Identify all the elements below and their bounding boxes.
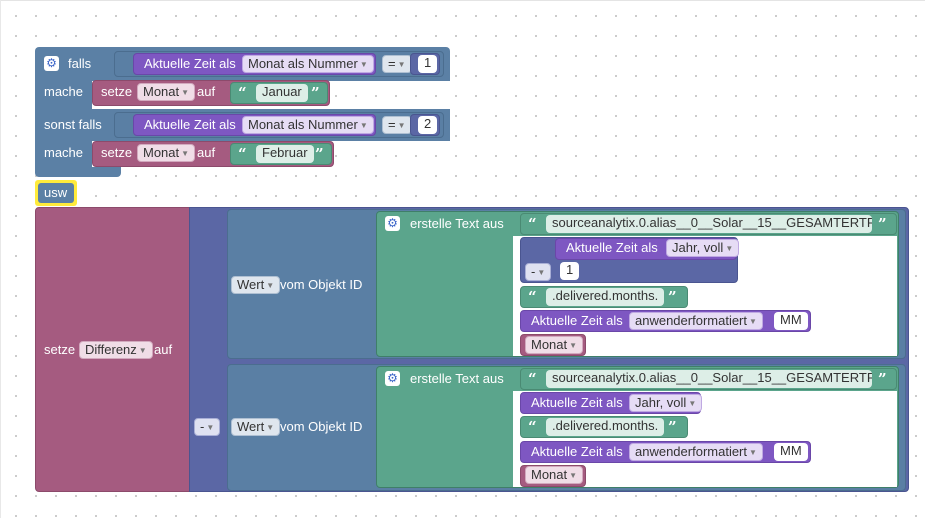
to-label-2: auf [197, 145, 216, 160]
attribute-dropdown-2[interactable]: Wert ▼ [231, 418, 281, 436]
close-quote-icon: ” [878, 215, 887, 233]
variable-get-dropdown-1[interactable]: Monat ▼ [525, 336, 584, 354]
variable-dropdown-differenz[interactable]: Differenz ▼ [79, 341, 153, 359]
elseif-label: sonst falls [44, 117, 102, 132]
close-quote-icon: ” [668, 288, 677, 306]
open-quote-icon: “ [528, 418, 537, 436]
left-border [0, 0, 1, 518]
string-field-2b[interactable]: .delivered.months. [546, 418, 665, 436]
close-quote-icon: ” [878, 370, 887, 388]
format-value-field-2[interactable]: MM [774, 443, 808, 461]
string-field-2a[interactable]: sourceanalytix.0.alias__0__Solar__15__GE… [546, 370, 872, 388]
number-field-1[interactable]: 1 [418, 55, 438, 73]
do-label: mache [44, 84, 84, 99]
if-label: falls [68, 56, 92, 71]
year-label-2: Aktuelle Zeit als [531, 395, 623, 410]
year-label-1: Aktuelle Zeit als [566, 240, 658, 255]
attribute-dropdown-1[interactable]: Wert ▼ [231, 276, 281, 294]
top-border [0, 0, 925, 1]
gear-icon[interactable]: ⚙ [385, 371, 400, 386]
open-quote-icon: “ [528, 215, 537, 233]
text-field-2[interactable]: Februar [256, 145, 314, 163]
variable-get-dropdown-2[interactable]: Monat ▼ [525, 466, 584, 484]
time-label-1: Aktuelle Zeit als [144, 56, 236, 71]
set-label-3: setze [44, 342, 76, 357]
string-field-1a[interactable]: sourceanalytix.0.alias__0__Solar__15__GE… [546, 215, 872, 233]
from-object-label-2: vom Objekt ID [280, 419, 363, 434]
variable-dropdown-1[interactable]: Monat ▼ [137, 83, 196, 101]
create-text-label-2: erstelle Text aus [410, 371, 504, 386]
if-block-bottom [35, 167, 121, 177]
string-field-1b[interactable]: .delivered.months. [546, 288, 665, 306]
time-option-dropdown-2[interactable]: Monat als Nummer ▼ [242, 116, 374, 134]
text-field-1[interactable]: Januar [256, 84, 308, 102]
time-label-2: Aktuelle Zeit als [144, 117, 236, 132]
minus-value-field[interactable]: 1 [560, 262, 580, 280]
to-label-3: auf [154, 342, 173, 357]
format-label-2: Aktuelle Zeit als [531, 444, 623, 459]
open-quote-icon: “ [238, 84, 247, 102]
create-text-label-1: erstelle Text aus [410, 216, 504, 231]
number-field-2[interactable]: 2 [418, 116, 438, 134]
open-quote-icon: “ [528, 370, 537, 388]
minus-operator-dropdown[interactable]: - ▼ [525, 263, 552, 281]
year-option-dropdown-2[interactable]: Jahr, voll ▼ [629, 394, 703, 412]
close-quote-icon: ” [668, 418, 677, 436]
operator-dropdown-1[interactable]: = ▼ [382, 55, 412, 73]
set-label-1: setze [101, 84, 133, 99]
do-row-spine [35, 81, 92, 109]
do-label-2: mache [44, 145, 84, 160]
math-operator-dropdown[interactable]: - ▼ [194, 418, 221, 436]
set-label-2: setze [101, 145, 133, 160]
open-quote-icon: “ [528, 288, 537, 306]
to-label-1: auf [197, 84, 216, 99]
do-row-spine-2 [35, 141, 92, 167]
operator-dropdown-2[interactable]: = ▼ [382, 116, 412, 134]
format-label-1: Aktuelle Zeit als [531, 313, 623, 328]
gear-icon[interactable]: ⚙ [44, 56, 59, 71]
gear-icon[interactable]: ⚙ [385, 216, 400, 231]
time-option-dropdown-1[interactable]: Monat als Nummer ▼ [242, 55, 374, 73]
from-object-label-1: vom Objekt ID [280, 277, 363, 292]
format-option-dropdown-1[interactable]: anwenderformatiert ▼ [629, 312, 763, 330]
format-value-field-1[interactable]: MM [774, 312, 808, 330]
usw-block[interactable] [38, 183, 74, 203]
open-quote-icon: “ [238, 145, 247, 163]
variable-dropdown-2[interactable]: Monat ▼ [137, 144, 196, 162]
close-quote-icon: ” [311, 84, 320, 102]
usw-label: usw [44, 185, 68, 200]
year-option-dropdown-1[interactable]: Jahr, voll ▼ [666, 239, 740, 257]
close-quote-icon: ” [315, 145, 324, 163]
format-option-dropdown-2[interactable]: anwenderformatiert ▼ [629, 443, 763, 461]
